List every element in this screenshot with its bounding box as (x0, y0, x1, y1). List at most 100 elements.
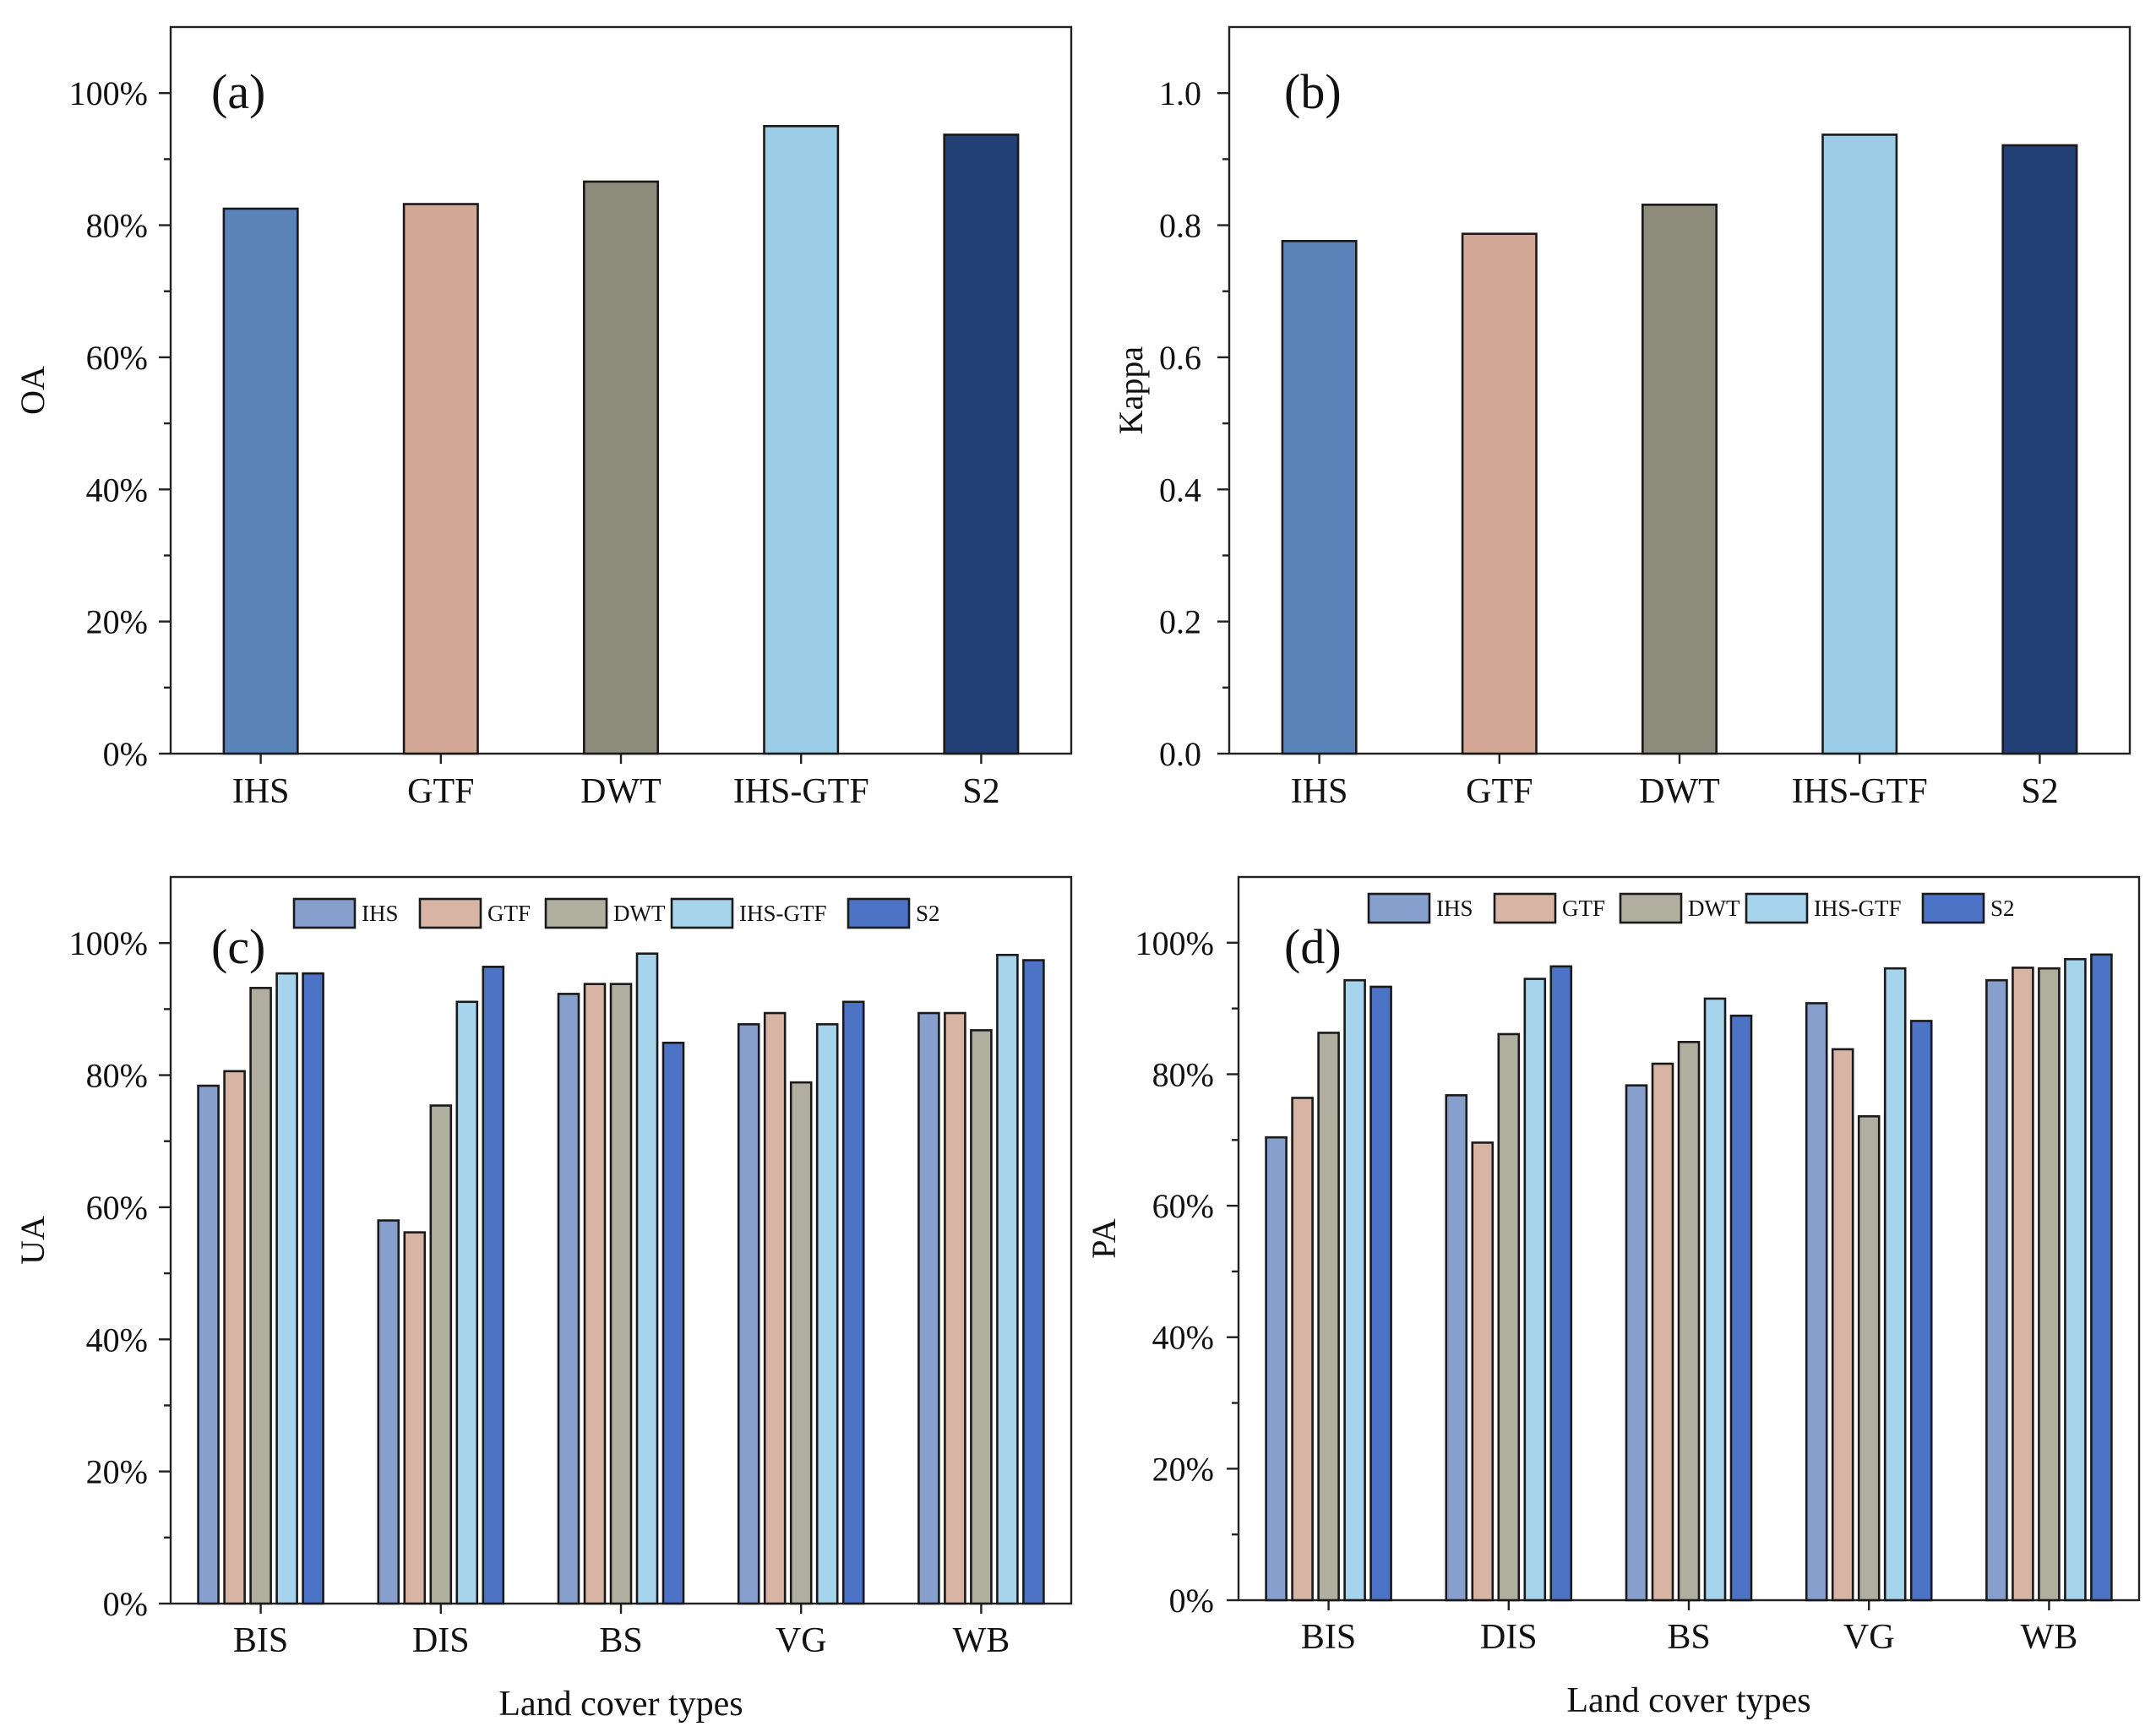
panel-d-bar-s2-vg (1909, 1020, 1933, 1602)
panel-c-legend-label-gtf: GTF (487, 901, 531, 926)
panel-d-bar-gtf-bs (1651, 1062, 1674, 1602)
panel-c-bar-gtf-vg (763, 1011, 787, 1605)
panel-d: (d) PA Land cover types 0% 20% 40% 60% 80% 10… (1085, 875, 2141, 1720)
panel-b-ylabel: Kappa (1112, 346, 1150, 435)
panel-c-bar-s2-bs (662, 1041, 685, 1605)
panel-d-category-label: DIS (1480, 1618, 1538, 1657)
panel-d-legend-label-s2: S2 (1990, 896, 2015, 921)
panel-c-bar-ihs-gtf-bs (635, 952, 659, 1605)
panel-a-ytick-label: 100% (69, 74, 148, 112)
panel-d-legend-label-dwt: DWT (1688, 896, 1740, 921)
panel-d-ytick-label: 20% (1152, 1450, 1214, 1488)
panel-c-bar-ihs-gtf-wb (996, 953, 1019, 1605)
panel-c-legend-swatch-dwt (544, 897, 608, 929)
panel-d-legend: IHS GTF DWT IHS-GTF S2 (1367, 892, 2015, 924)
panel-d-bar-gtf-vg (1831, 1048, 1854, 1602)
panel-d-ytick-label: 0% (1169, 1582, 1214, 1620)
panel-c-bar-s2-bis (302, 972, 324, 1605)
panel-c-ylabel: UA (14, 1216, 52, 1265)
panel-c-ytick-label: 40% (86, 1321, 148, 1359)
panel-c: (c) UA Land cover types 0% 20% 40% 60% 80% 10… (14, 875, 1073, 1724)
panel-c-bar-ihs-gtf-bis (275, 972, 298, 1605)
panel-b-bar-gtf (1461, 232, 1538, 755)
panel-d-legend-swatch-s2 (1921, 892, 1985, 924)
panel-d-legend-label-ihs: IHS (1436, 896, 1473, 921)
panel-c-bar-gtf-wb (944, 1011, 966, 1605)
panel-a-ytick-label: 60% (86, 339, 148, 377)
panel-a-bar-ihs-gtf (763, 124, 840, 755)
panel-a-category-label: IHS-GTF (733, 772, 869, 811)
panel-a-ytick-label: 20% (86, 603, 148, 641)
panel-d-bar-s2-bis (1369, 985, 1392, 1602)
panel-d-bar-dwt-bs (1677, 1041, 1701, 1602)
panel-d-bar-s2-dis (1549, 965, 1573, 1602)
panel-c-bar-dwt-wb (970, 1029, 993, 1605)
panel-c-ytick-label: 80% (86, 1057, 148, 1095)
panel-b-category-label: GTF (1466, 772, 1533, 811)
panel-a-ytick-label: 40% (86, 471, 148, 509)
panel-c-bar-gtf-bis (223, 1070, 246, 1605)
panel-c-bar-dwt-vg (789, 1081, 813, 1605)
panel-d-bar-s2-wb (2090, 953, 2113, 1602)
panel-d-ytick-label: 100% (1135, 924, 1214, 962)
panel-d-ytick-label: 60% (1152, 1187, 1214, 1225)
panel-c-legend-swatch-gtf (418, 897, 482, 929)
panel-d-bar-dwt-dis (1497, 1032, 1521, 1602)
panel-d-legend-swatch-ihs-gtf (1745, 892, 1809, 924)
panel-b-category-label: DWT (1639, 772, 1720, 811)
panel-b-label: (b) (1284, 64, 1342, 119)
panel-b-ytick-label: 0.8 (1159, 207, 1201, 245)
panel-a: (a) OA 0% 20% 40% 60% 80% 100% IHS GTF DWT IHS-GT… (14, 25, 1073, 811)
panel-a-ylabel: OA (14, 366, 52, 415)
panel-c-bar-s2-dis (482, 966, 505, 1605)
panel-d-bar-gtf-wb (2012, 967, 2034, 1602)
panel-b-ytick-label: 0.0 (1159, 735, 1201, 773)
panel-c-bar-s2-vg (841, 1000, 865, 1605)
panel-c-legend-swatch-ihs (292, 897, 357, 929)
panel-d-label: (d) (1284, 919, 1342, 974)
panel-a-label: (a) (211, 64, 265, 119)
panel-a-bar-s2 (943, 133, 1020, 755)
panel-c-legend-label-ihs: IHS (362, 901, 399, 926)
panel-c-legend: IHS GTF DWT IHS-GTF S2 (292, 897, 940, 929)
panel-a-category-label: IHS (232, 772, 290, 811)
panel-d-category-label: WB (2021, 1618, 2078, 1657)
panel-d-ytick-label: 40% (1152, 1319, 1214, 1357)
panel-c-ytick-label: 20% (86, 1453, 148, 1491)
panel-a-ytick-label: 80% (86, 207, 148, 245)
panel-a-ytick-label: 0% (103, 735, 148, 773)
panel-d-legend-swatch-dwt (1619, 892, 1683, 924)
panel-c-label: (c) (211, 919, 265, 974)
panel-b-bar-ihs-gtf (1821, 133, 1898, 755)
panel-c-bar-ihs-bs (557, 993, 580, 1605)
panel-d-plot: 0% 20% 40% 60% 80% 100% BIS DIS BS VG WB (1135, 924, 2113, 1657)
panel-d-bar-dwt-bis (1317, 1032, 1340, 1602)
panel-d-bar-ihs-bis (1265, 1136, 1288, 1602)
panel-c-bar-dwt-bs (609, 983, 633, 1605)
panel-c-legend-label-dwt: DWT (613, 901, 666, 926)
panel-b-category-label: IHS (1291, 772, 1348, 811)
panel-d-category-label: BS (1667, 1618, 1710, 1657)
panel-a-plot: 0% 20% 40% 60% 80% 100% IHS GTF DWT IHS-GTF S2 (69, 74, 1020, 811)
panel-d-bar-dwt-wb (2038, 967, 2061, 1602)
panel-c-legend-swatch-s2 (847, 897, 911, 929)
panel-c-bar-dwt-bis (249, 987, 272, 1605)
panel-b-ytick-label: 1.0 (1159, 74, 1201, 112)
panel-d-bar-s2-bs (1729, 1014, 1753, 1602)
panel-b-bar-s2 (2001, 144, 2078, 755)
panel-d-bar-ihs-gtf-dis (1523, 978, 1547, 1602)
panel-a-category-label: DWT (580, 772, 662, 811)
panel-b-plot: 0.0 0.2 0.4 0.6 0.8 1.0 IHS GTF DWT IHS-GTF S2 (1159, 74, 2078, 811)
panel-c-bar-dwt-dis (429, 1104, 453, 1605)
panel-c-bar-ihs-gtf-vg (815, 1023, 839, 1605)
panel-d-bar-ihs-gtf-vg (1883, 967, 1907, 1602)
panel-a-category-label: S2 (962, 772, 999, 811)
panel-c-bar-ihs-bis (197, 1084, 220, 1605)
panel-d-legend-swatch-gtf (1493, 892, 1557, 924)
panel-d-xlabel: Land cover types (1566, 1681, 1810, 1720)
panel-c-ytick-label: 0% (103, 1585, 148, 1623)
panel-c-bar-ihs-gtf-dis (455, 1000, 479, 1605)
panel-b-ytick-label: 0.6 (1159, 339, 1201, 377)
panel-c-bar-ihs-dis (377, 1219, 400, 1605)
